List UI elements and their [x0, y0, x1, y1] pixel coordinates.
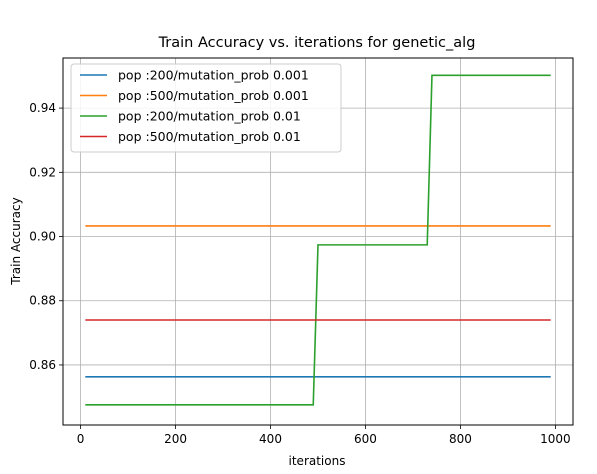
- y-tick-label: 0.94: [29, 101, 56, 115]
- legend: pop :200/mutation_prob 0.001 pop :500/mut…: [70, 63, 342, 153]
- y-axis-title: Train Accuracy: [9, 197, 23, 285]
- legend-label-2: pop :200/mutation_prob 0.01: [118, 109, 301, 124]
- axis-ticks: 0 200 400 600 800 1000 0.86 0.88 0.90 0.92 0.94: [29, 101, 570, 446]
- x-axis-title: iterations: [289, 454, 346, 468]
- legend-label-1: pop :500/mutation_prob 0.001: [118, 88, 309, 103]
- legend-label-3: pop :500/mutation_prob 0.01: [118, 129, 301, 144]
- x-tick-label: 200: [164, 432, 187, 446]
- y-tick-label: 0.88: [29, 294, 56, 308]
- x-tick-label: 400: [259, 432, 282, 446]
- x-tick-label: 0: [77, 432, 85, 446]
- legend-label-0: pop :200/mutation_prob 0.001: [118, 68, 309, 83]
- series-layer: [85, 74, 551, 406]
- series-line-2: [85, 74, 551, 406]
- y-tick-label: 0.92: [29, 165, 56, 179]
- legend-box: [70, 63, 342, 153]
- x-tick-label: 600: [354, 432, 377, 446]
- plot-frame: [62, 57, 574, 426]
- y-tick-label: 0.90: [29, 230, 56, 244]
- x-tick-label: 1000: [540, 432, 571, 446]
- y-tick-label: 0.86: [29, 358, 56, 372]
- chart-title: Train Accuracy vs. iterations for geneti…: [158, 35, 476, 51]
- x-tick-label: 800: [449, 432, 472, 446]
